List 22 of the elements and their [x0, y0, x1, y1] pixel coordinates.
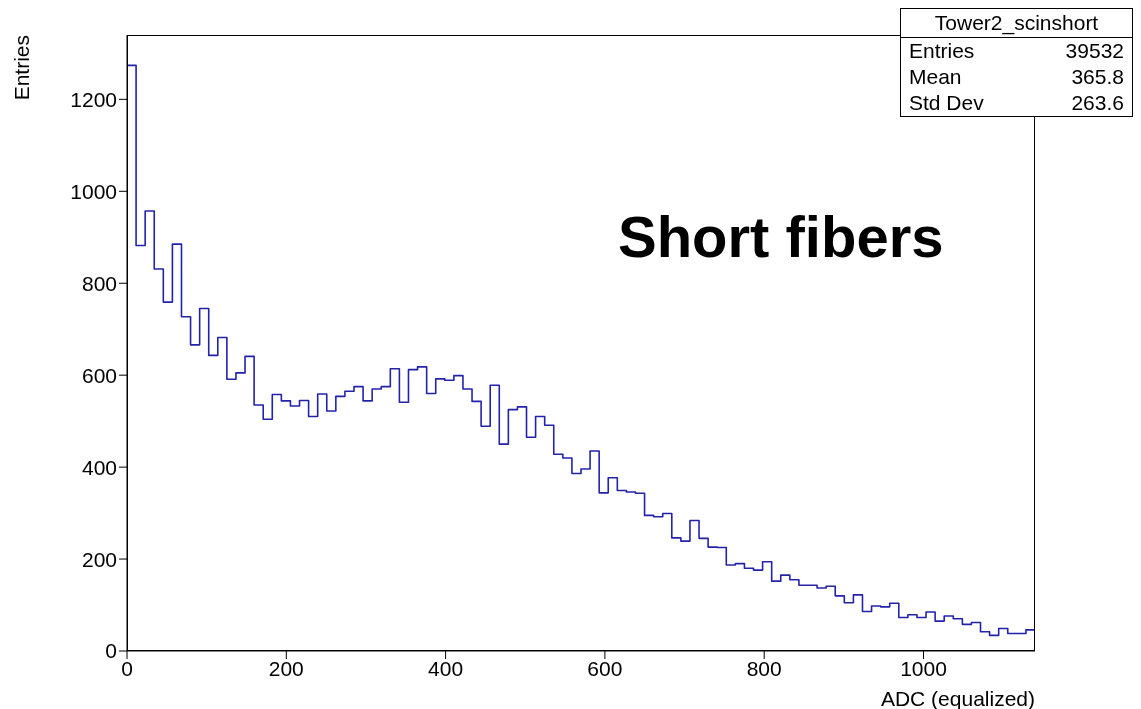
y-axis-title: Entries [10, 35, 34, 101]
text: 39532 [1065, 39, 1124, 63]
y-tick-label: 1000 [70, 179, 117, 203]
x-tick-label: 800 [746, 656, 782, 680]
y-tick-label: 200 [81, 547, 117, 571]
x-tick-label: 400 [428, 656, 464, 680]
annotation: Entries [909, 39, 975, 63]
x-tick-label: 200 [268, 656, 304, 680]
y-tick-label: 600 [81, 363, 117, 387]
text: 365.8 [1071, 65, 1124, 89]
x-tick-label: 1000 [900, 656, 947, 680]
y-tick-label: 1200 [70, 87, 117, 111]
y-tick-label: 0 [105, 639, 117, 663]
x-tick-label: 600 [587, 656, 623, 680]
text: Tower2_scinshort [901, 9, 1132, 38]
annotation: Std Dev [909, 91, 984, 115]
x-tick-label: 0 [121, 656, 133, 680]
annotation: Mean [909, 65, 962, 89]
y-tick-label: 400 [81, 455, 117, 479]
text: 263.6 [1071, 91, 1124, 115]
annotation: Short fibers [618, 203, 944, 270]
y-tick-label: 800 [81, 271, 117, 295]
